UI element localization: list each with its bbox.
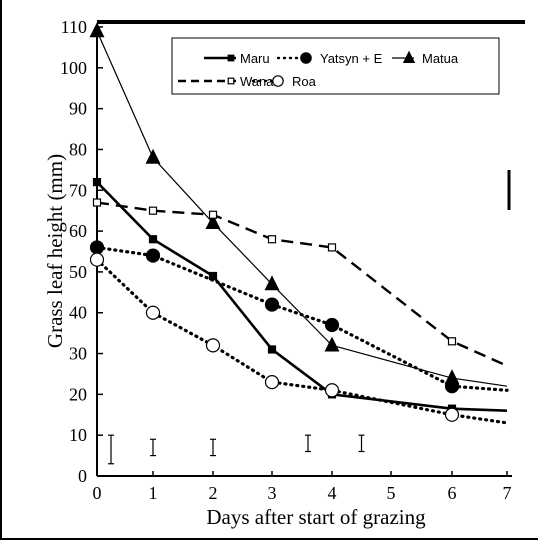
data-point-wana (327, 243, 337, 252)
data-point-matua (264, 275, 280, 291)
x-tick-label: 0 (93, 483, 102, 503)
data-point-matua (324, 336, 340, 352)
x-tick-label: 1 (149, 483, 158, 503)
data-point-roa (205, 338, 221, 353)
data-point-roa (324, 383, 340, 398)
legend-label-wana: Wana (240, 74, 274, 89)
y-tick-label: 30 (69, 344, 87, 364)
data-point-wana (92, 198, 102, 207)
x-tick-label: 6 (448, 483, 457, 503)
y-tick-label: 40 (69, 303, 87, 323)
legend-label-yatsyn-e: Yatsyn + E (320, 51, 383, 66)
y-tick-label: 50 (69, 262, 87, 282)
y-tick-label: 100 (60, 58, 87, 78)
data-point-wana (447, 337, 457, 346)
y-tick-label: 10 (69, 425, 87, 445)
data-point-roa (264, 375, 280, 390)
data-point-matua (444, 369, 460, 385)
data-point-roa (89, 252, 105, 267)
x-tick-label: 4 (328, 483, 337, 503)
legend-label-matua: Matua (422, 51, 459, 66)
data-point-yatsyn-e (145, 248, 161, 263)
y-tick-label: 90 (69, 99, 87, 119)
data-point-yatsyn-e (264, 297, 280, 312)
x-tick-label: 3 (268, 483, 277, 503)
y-tick-label: 20 (69, 384, 87, 404)
y-tick-label: 0 (78, 466, 87, 486)
y-tick-label: 110 (61, 17, 87, 37)
legend-label-maru: Maru (240, 51, 270, 66)
legend-label-roa: Roa (292, 74, 317, 89)
data-point-wana (267, 235, 277, 244)
x-tick-label: 2 (209, 483, 218, 503)
legend-marker-roa (272, 75, 284, 87)
series-line-wana (96, 201, 508, 367)
series-line-yatsyn-e (95, 245, 509, 392)
data-point-maru (208, 271, 218, 281)
y-tick-label: 80 (69, 139, 87, 159)
error-bar (150, 438, 156, 457)
data-point-maru (267, 345, 277, 354)
y-tick-label: 70 (69, 180, 87, 200)
error-bar (210, 438, 216, 457)
y-axis-title: Grass leaf height (mm) (43, 154, 67, 348)
data-point-wana (208, 210, 218, 219)
error-bar (108, 434, 114, 465)
data-point-wana (148, 206, 158, 215)
data-point-matua (205, 214, 221, 230)
x-tick-label: 7 (503, 483, 512, 503)
error-bar (305, 434, 311, 453)
legend-box (171, 37, 500, 95)
data-point-maru (148, 235, 158, 244)
legend-marker-maru (227, 54, 235, 62)
data-point-yatsyn-e (89, 240, 105, 255)
data-point-maru (92, 178, 102, 187)
data-point-roa (145, 305, 161, 320)
x-axis-title: Days after start of grazing (206, 505, 426, 529)
y-tick-label: 60 (69, 221, 87, 241)
data-point-matua (89, 22, 105, 38)
error-bar (358, 434, 365, 453)
data-point-matua (145, 148, 161, 164)
legend-marker-matua (402, 50, 416, 64)
legend-marker-wana (227, 77, 235, 85)
x-tick-label: 5 (387, 483, 396, 503)
series-line-roa (95, 258, 509, 425)
legend-marker-yatsyn-e (300, 52, 312, 64)
data-point-roa (444, 407, 460, 422)
data-point-yatsyn-e (324, 317, 340, 333)
